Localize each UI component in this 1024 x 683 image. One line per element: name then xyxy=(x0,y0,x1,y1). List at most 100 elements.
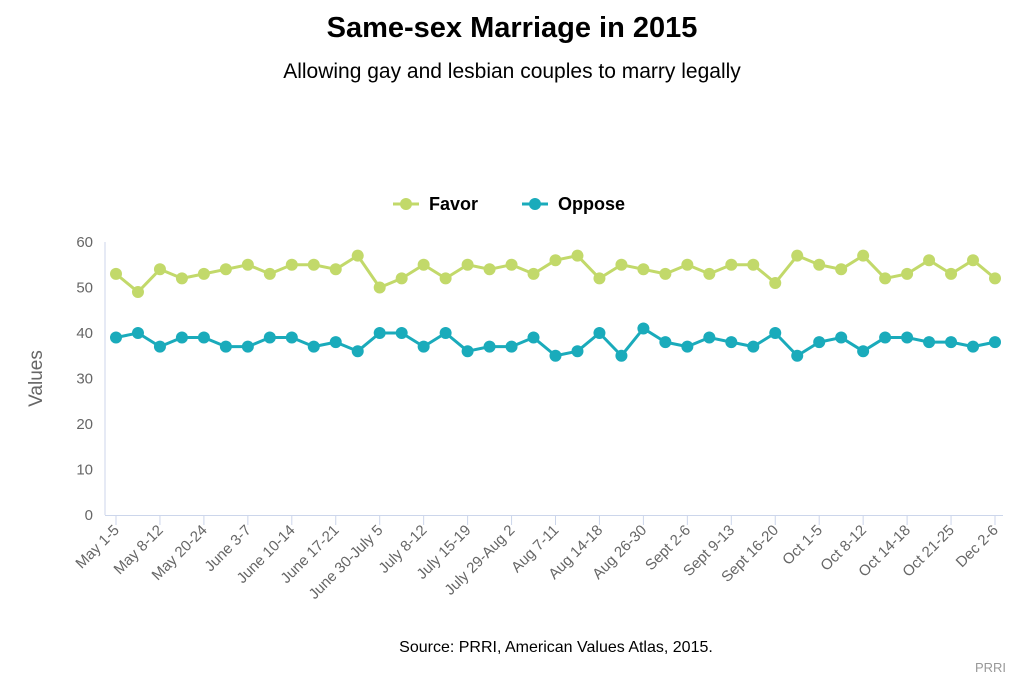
data-point-favor xyxy=(263,267,276,280)
data-point-favor xyxy=(461,258,474,271)
data-point-oppose xyxy=(285,331,298,344)
data-point-oppose xyxy=(791,349,804,362)
data-point-oppose xyxy=(593,327,606,339)
data-point-favor xyxy=(241,258,254,271)
data-point-favor xyxy=(835,263,848,276)
data-point-oppose xyxy=(439,327,452,339)
data-point-favor xyxy=(219,263,232,276)
data-point-favor xyxy=(153,263,166,276)
data-point-oppose xyxy=(615,349,628,362)
chart-title: Same-sex Marriage in 2015 xyxy=(326,12,698,44)
data-point-oppose xyxy=(461,345,474,358)
data-point-favor xyxy=(373,281,386,294)
data-point-favor xyxy=(637,263,650,276)
y-tick-label: 40 xyxy=(76,325,93,342)
y-tick-label: 60 xyxy=(76,234,93,251)
series-favor xyxy=(110,249,1001,299)
data-point-oppose xyxy=(835,331,848,344)
legend-label-favor: Favor xyxy=(429,194,478,214)
data-point-oppose xyxy=(747,340,760,353)
data-point-favor xyxy=(175,272,188,285)
data-point-oppose xyxy=(967,340,980,353)
data-point-oppose xyxy=(989,336,1001,349)
legend-item-oppose: Oppose xyxy=(522,194,625,214)
data-point-oppose xyxy=(769,327,782,339)
data-point-favor xyxy=(857,249,870,262)
data-point-oppose xyxy=(395,327,408,339)
data-point-favor xyxy=(505,258,518,271)
data-point-oppose xyxy=(703,331,716,344)
data-point-favor xyxy=(879,272,892,285)
data-point-favor xyxy=(747,258,760,271)
data-point-oppose xyxy=(505,340,518,353)
data-point-oppose xyxy=(725,336,738,349)
legend-label-oppose: Oppose xyxy=(558,194,625,214)
series-oppose xyxy=(110,322,1001,362)
data-point-favor xyxy=(703,267,716,280)
credit-label: PRRI xyxy=(974,660,1006,675)
source-note: Source: PRRI, American Values Atlas, 201… xyxy=(399,639,713,656)
y-tick-label: 10 xyxy=(76,462,93,479)
data-point-favor xyxy=(285,258,298,271)
data-point-favor xyxy=(110,267,122,280)
data-point-oppose xyxy=(241,340,254,353)
chart-subtitle: Allowing gay and lesbian couples to marr… xyxy=(283,60,741,83)
data-point-oppose xyxy=(681,340,694,353)
data-point-oppose xyxy=(483,340,496,353)
data-point-oppose xyxy=(945,336,958,349)
y-tick-label: 30 xyxy=(76,371,93,388)
data-point-oppose xyxy=(923,336,936,349)
data-point-favor xyxy=(483,263,496,276)
y-axis-title: Values xyxy=(26,350,47,407)
data-point-oppose xyxy=(857,345,870,358)
data-point-favor xyxy=(417,258,430,271)
y-tick-label: 20 xyxy=(76,416,93,433)
data-point-oppose xyxy=(219,340,232,353)
data-point-oppose xyxy=(263,331,276,344)
data-point-favor xyxy=(329,263,342,276)
data-point-oppose xyxy=(153,340,166,353)
series-layer xyxy=(110,249,1001,362)
legend-marker-favor xyxy=(400,198,412,210)
data-point-oppose xyxy=(659,336,672,349)
data-point-favor xyxy=(549,254,562,267)
data-point-oppose xyxy=(131,327,144,339)
data-point-favor xyxy=(813,258,826,271)
data-point-favor xyxy=(197,267,210,280)
data-point-oppose xyxy=(813,336,826,349)
y-tick-label: 50 xyxy=(76,280,93,297)
data-point-oppose xyxy=(527,331,540,344)
data-point-oppose xyxy=(901,331,914,344)
data-point-favor xyxy=(659,267,672,280)
data-point-oppose xyxy=(373,327,386,339)
data-point-oppose xyxy=(329,336,342,349)
data-point-favor xyxy=(923,254,936,267)
data-point-favor xyxy=(351,249,364,262)
data-point-favor xyxy=(945,267,958,280)
data-point-oppose xyxy=(637,322,650,335)
y-tick-label: 0 xyxy=(85,507,93,524)
data-point-oppose xyxy=(351,345,364,358)
data-point-favor xyxy=(439,272,452,285)
data-point-favor xyxy=(307,258,320,271)
legend: Favor Oppose xyxy=(393,194,625,214)
data-point-favor xyxy=(571,249,584,262)
data-point-favor xyxy=(681,258,694,271)
data-point-oppose xyxy=(571,345,584,358)
data-point-oppose xyxy=(110,331,122,344)
data-point-favor xyxy=(725,258,738,271)
data-point-oppose xyxy=(175,331,188,344)
data-point-oppose xyxy=(197,331,210,344)
legend-marker-oppose xyxy=(529,198,541,210)
data-point-favor xyxy=(901,267,914,280)
legend-item-favor: Favor xyxy=(393,194,478,214)
data-point-favor xyxy=(615,258,628,271)
data-point-favor xyxy=(527,267,540,280)
data-point-favor xyxy=(769,276,782,289)
data-point-oppose xyxy=(549,349,562,362)
data-point-favor xyxy=(791,249,804,262)
data-point-favor xyxy=(989,272,1001,285)
data-point-oppose xyxy=(307,340,320,353)
